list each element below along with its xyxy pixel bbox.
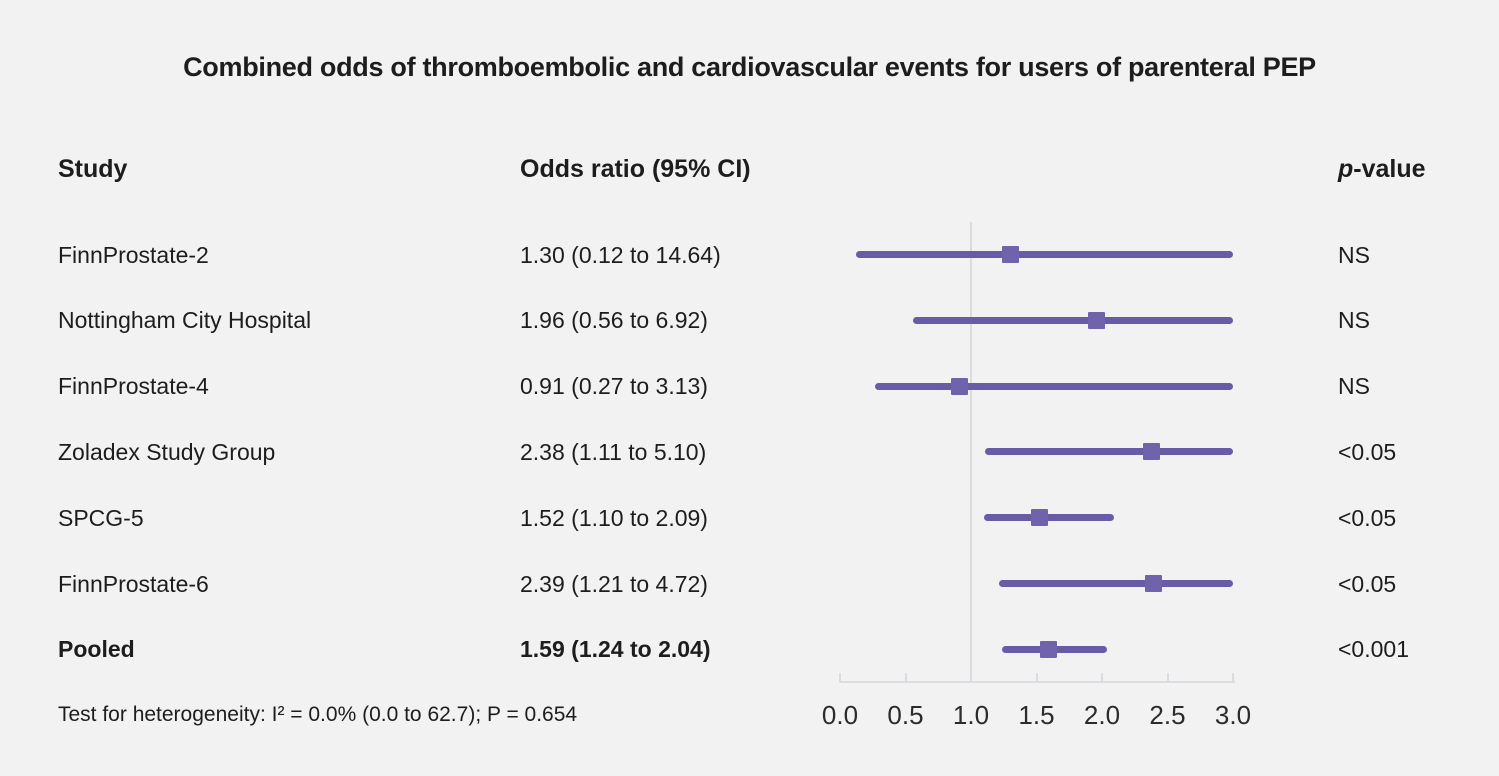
odds-ratio-text: 0.91 (0.27 to 3.13): [520, 373, 708, 400]
p-value-text: <0.05: [1338, 504, 1397, 531]
p-value-text: NS: [1338, 373, 1370, 400]
x-axis-tick-label: 0.0: [821, 700, 859, 730]
x-axis-tick-mark: [904, 673, 907, 682]
x-axis-tick-mark: [1232, 673, 1234, 682]
x-axis-tick-mark: [839, 673, 841, 682]
confidence-interval-line: [913, 316, 1233, 324]
x-axis-tick-label: 2.5: [1149, 700, 1186, 730]
confidence-interval-line: [855, 251, 1233, 258]
x-axis-tick-mark: [1101, 673, 1103, 682]
study-label: FinnProstate-6: [58, 570, 209, 597]
x-axis-tick-label: 2.0: [1083, 700, 1121, 730]
confidence-interval-line: [998, 580, 1233, 587]
odds-ratio-text: 1.30 (0.12 to 14.64): [520, 241, 721, 268]
column-header-study: Study: [58, 155, 128, 183]
point-estimate-marker: [1088, 311, 1106, 329]
p-value-text: NS: [1338, 241, 1370, 268]
heterogeneity-note: Test for heterogeneity: I² = 0.0% (0.0 t…: [58, 703, 578, 726]
study-label: Zoladex Study Group: [58, 438, 276, 465]
x-axis-tick-mark: [1035, 673, 1038, 682]
odds-ratio-text: 2.39 (1.21 to 4.72): [520, 570, 708, 597]
point-estimate-marker: [1030, 509, 1048, 527]
study-label: SPCG-5: [58, 504, 144, 531]
study-label: FinnProstate-4: [58, 373, 209, 400]
x-axis-tick-mark: [970, 673, 972, 682]
p-value-text: <0.05: [1338, 570, 1397, 597]
x-axis-tick-mark: [1166, 673, 1169, 682]
study-label: FinnProstate-2: [58, 241, 209, 268]
p-value-header-suffix: -value: [1353, 155, 1426, 183]
odds-ratio-text: 1.59 (1.24 to 2.04): [520, 636, 711, 663]
x-axis-tick-label: 1.0: [952, 700, 990, 730]
point-estimate-marker: [950, 377, 968, 395]
x-axis-tick-label: 3.0: [1214, 700, 1252, 730]
confidence-interval-line: [875, 382, 1233, 390]
point-estimate-marker: [1039, 640, 1057, 658]
reference-line-at-1: [970, 222, 972, 682]
point-estimate-marker: [1143, 443, 1161, 461]
p-value-text: <0.05: [1338, 438, 1397, 465]
point-estimate-marker: [1144, 575, 1162, 592]
x-axis-tick-label: 1.5: [1018, 700, 1055, 730]
p-value-text: NS: [1338, 307, 1370, 334]
x-axis-line: [840, 681, 1235, 683]
column-header-odds-ratio: Odds ratio (95% CI): [520, 155, 751, 183]
odds-ratio-text: 1.96 (0.56 to 6.92): [520, 307, 708, 334]
x-axis-tick-label: 0.5: [887, 700, 924, 730]
odds-ratio-text: 1.52 (1.10 to 2.09): [520, 504, 708, 531]
odds-ratio-text: 2.38 (1.11 to 5.10): [520, 438, 707, 465]
study-label: Pooled: [58, 636, 135, 663]
chart-title: Combined odds of thromboembolic and card…: [183, 52, 1316, 82]
confidence-interval-line: [984, 514, 1114, 522]
p-value-header-italic-p: p: [1338, 155, 1354, 183]
point-estimate-marker: [1001, 246, 1019, 263]
column-header-p-value: p-value: [1338, 155, 1426, 184]
p-value-text: <0.001: [1338, 636, 1409, 663]
confidence-interval-line: [985, 448, 1233, 456]
study-label: Nottingham City Hospital: [58, 307, 312, 334]
